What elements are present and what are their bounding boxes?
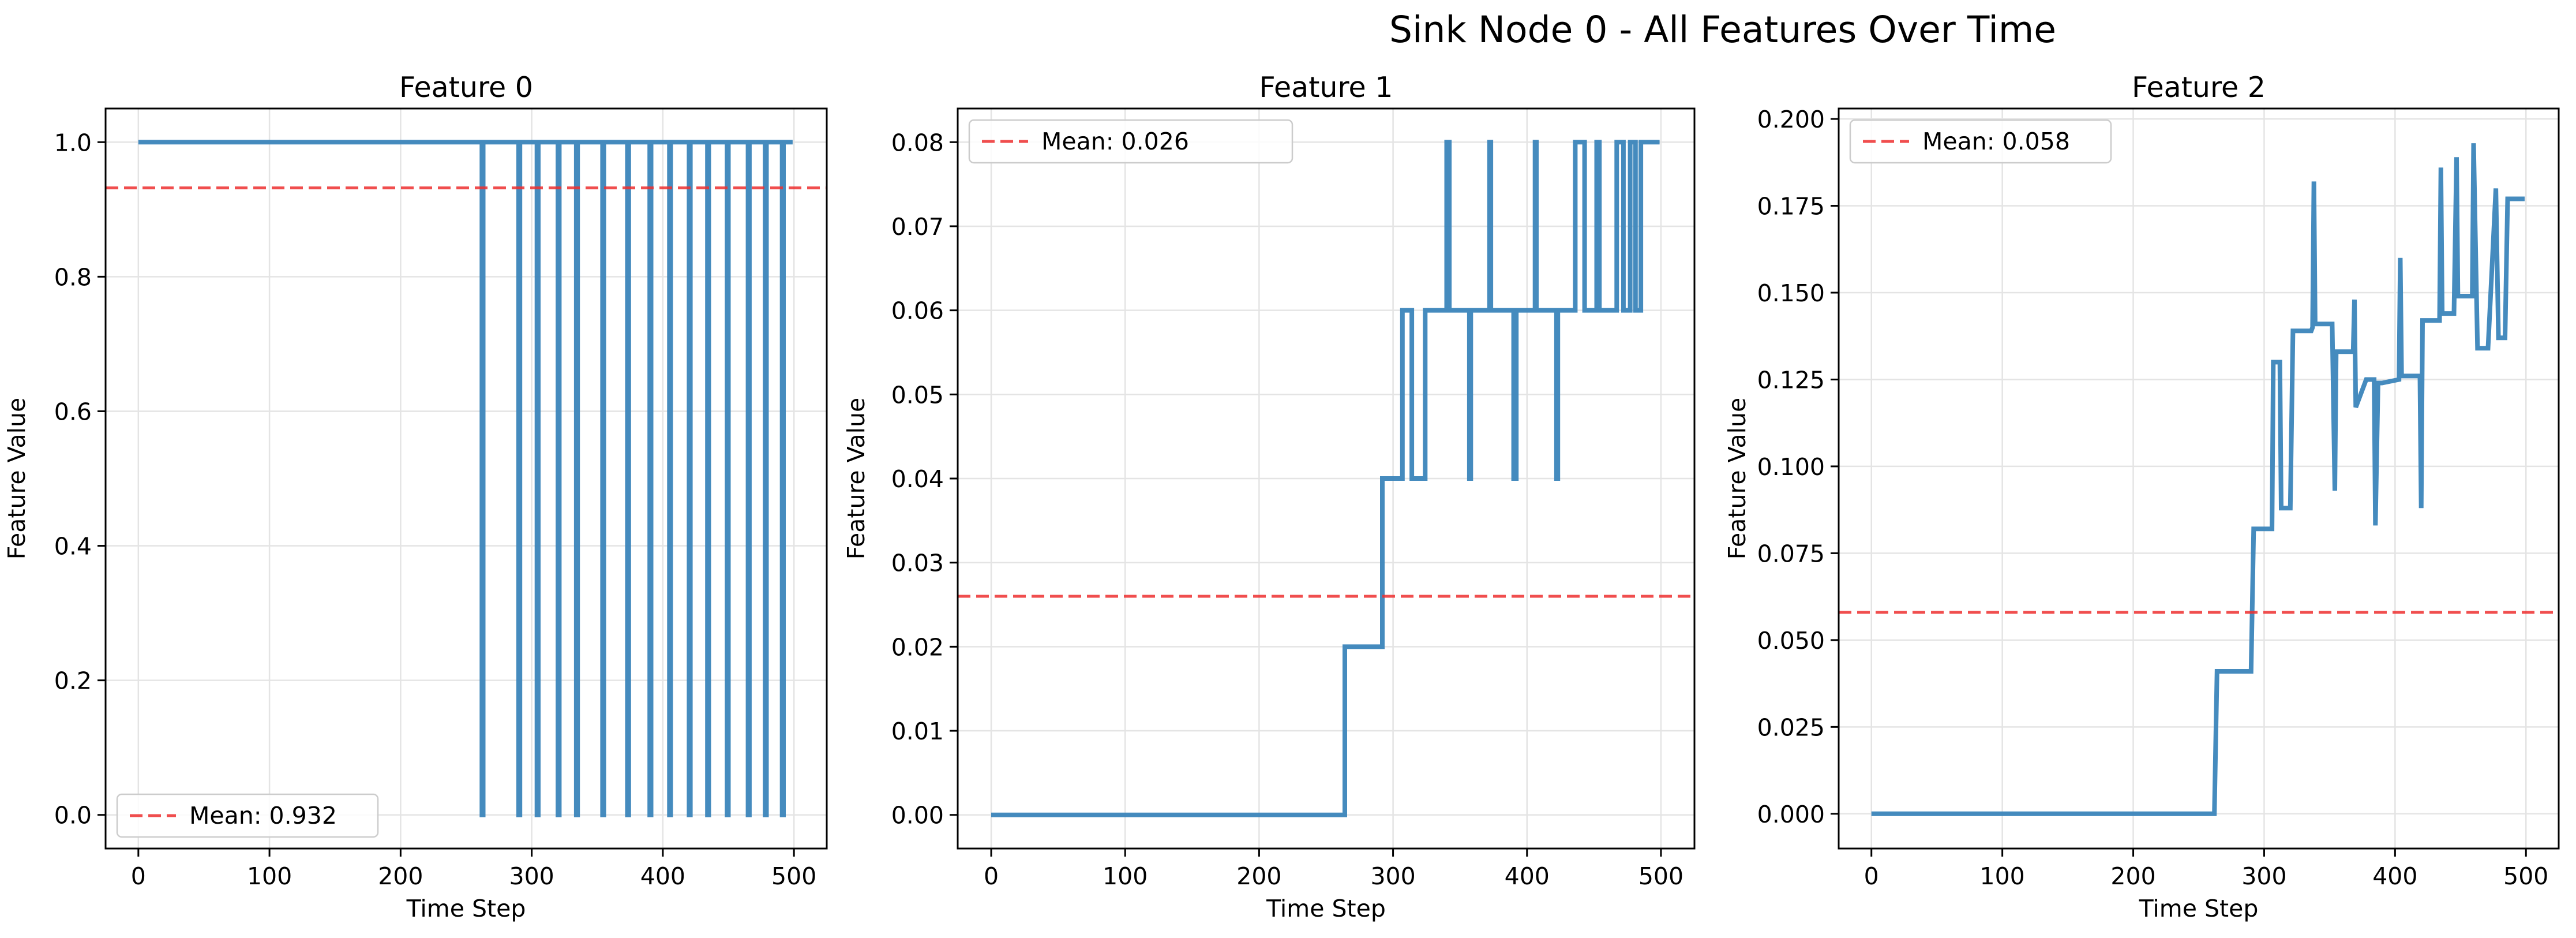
axes-frame xyxy=(104,107,828,850)
y-tick-label: 0.01 xyxy=(891,717,944,745)
y-tick-label: 0.175 xyxy=(1757,193,1825,221)
subplot-title: Feature 0 xyxy=(399,71,533,104)
y-tick-label: 0.6 xyxy=(54,398,92,425)
legend-box xyxy=(116,793,379,838)
y-tick-label: 0.02 xyxy=(891,633,944,661)
y-tick-label: 0.4 xyxy=(54,533,92,560)
legend-label: Mean: 0.026 xyxy=(1041,128,1189,155)
y-tick-label: 0.000 xyxy=(1757,801,1825,828)
x-tick-label: 400 xyxy=(2372,862,2417,890)
series-line xyxy=(991,140,1660,817)
y-axis-label: Feature Value xyxy=(842,398,870,560)
y-tick-label: 0.08 xyxy=(891,129,944,156)
x-tick-label: 400 xyxy=(1505,862,1550,890)
series-line xyxy=(138,140,793,817)
x-tick-label: 300 xyxy=(1370,862,1415,890)
x-tick-label: 300 xyxy=(509,862,554,890)
y-tick-label: 1.0 xyxy=(54,129,92,156)
y-axis-label: Feature Value xyxy=(3,398,31,560)
x-tick-label: 200 xyxy=(378,862,423,890)
y-tick-label: 0.075 xyxy=(1757,540,1825,567)
x-tick-label: 400 xyxy=(640,862,685,890)
subplot-title: Feature 2 xyxy=(2132,71,2266,104)
x-tick-label: 100 xyxy=(1103,862,1148,890)
x-axis-label: Time Step xyxy=(1266,895,1386,922)
subplot-feature-2: 0 100 200 300 400 500 0.000 0.025 0.050 0.075 0.10… xyxy=(1723,71,2560,922)
axes-frame xyxy=(1838,107,2560,850)
legend: Mean: 0.058 xyxy=(1849,119,2112,164)
subplot-feature-0: 0 100 200 300 400 500 0.0 0.2 0.4 0.6 0.8 1.0 Featur… xyxy=(3,71,828,922)
legend-label: Mean: 0.058 xyxy=(1922,128,2070,155)
y-tick-label: 0.06 xyxy=(891,297,944,325)
x-tick-label: 100 xyxy=(247,862,292,890)
series-line xyxy=(1871,143,2525,816)
x-tick-label: 500 xyxy=(1638,862,1683,890)
y-axis-label: Feature Value xyxy=(1723,398,1751,560)
y-tick-label: 0.04 xyxy=(891,465,944,493)
legend-label: Mean: 0.932 xyxy=(189,802,337,829)
legend-box xyxy=(1849,119,2112,164)
legend-box xyxy=(968,119,1293,164)
y-tick-label: 0.125 xyxy=(1757,366,1825,394)
y-tick-label: 0.07 xyxy=(891,213,944,241)
x-tick-label: 500 xyxy=(771,862,816,890)
y-tick-label: 0.050 xyxy=(1757,627,1825,655)
figure-title: Sink Node 0 - All Features Over Time xyxy=(1389,9,2056,51)
y-tick-label: 0.200 xyxy=(1757,106,1825,133)
subplot-title: Feature 1 xyxy=(1259,71,1393,104)
x-tick-label: 500 xyxy=(2503,862,2548,890)
y-tick-label: 0.05 xyxy=(891,381,944,409)
y-tick-label: 0.100 xyxy=(1757,453,1825,481)
y-tick-label: 0.150 xyxy=(1757,279,1825,307)
x-tick-label: 200 xyxy=(1236,862,1281,890)
y-tick-label: 0.0 xyxy=(54,802,92,829)
y-tick-label: 0.025 xyxy=(1757,713,1825,741)
x-tick-label: 100 xyxy=(1980,862,2025,890)
subplot-feature-1: 0 100 200 300 400 500 0.00 0.01 0.02 0.03 0.04 0.05… xyxy=(842,71,1696,922)
legend: Mean: 0.932 xyxy=(116,793,379,838)
y-tick-label: 0.8 xyxy=(54,263,92,291)
y-tick-label: 0.00 xyxy=(891,802,944,829)
x-axis-label: Time Step xyxy=(2139,895,2259,922)
x-tick-label: 0 xyxy=(131,862,146,890)
x-tick-label: 0 xyxy=(984,862,999,890)
legend: Mean: 0.026 xyxy=(968,119,1293,164)
x-tick-label: 200 xyxy=(2110,862,2155,890)
x-axis-label: Time Step xyxy=(406,895,526,922)
x-tick-label: 300 xyxy=(2241,862,2286,890)
x-tick-label: 0 xyxy=(1864,862,1879,890)
y-tick-label: 0.2 xyxy=(54,667,92,695)
y-tick-label: 0.03 xyxy=(891,550,944,577)
